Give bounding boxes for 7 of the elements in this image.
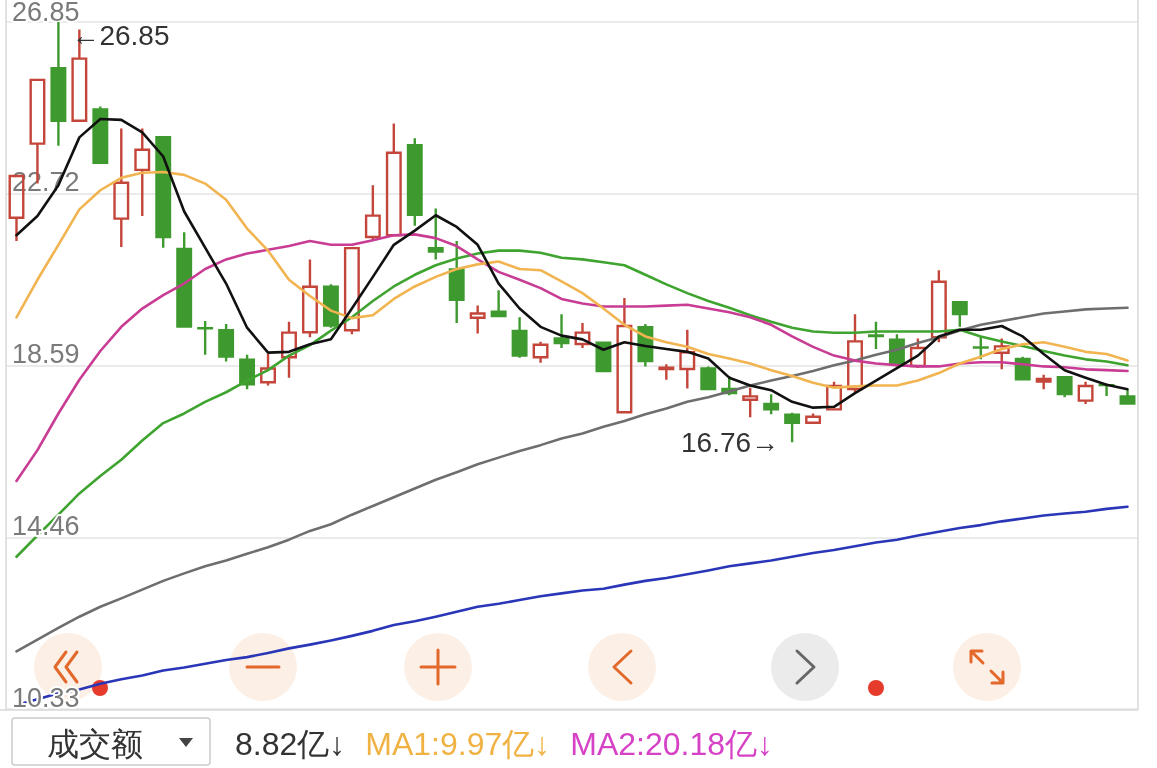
indicator-text: MA2:20.18亿↓ [570,726,773,762]
indicator-text: 8.82亿↓ [235,726,346,762]
ytick-label: 26.85 [12,0,80,27]
annotation: 16.76→ [681,426,780,458]
ytick-label: 18.59 [12,339,80,369]
dropdown-label: 成交额 [47,726,143,762]
indicator-text: MA1:9.97亿↓ [365,726,551,762]
